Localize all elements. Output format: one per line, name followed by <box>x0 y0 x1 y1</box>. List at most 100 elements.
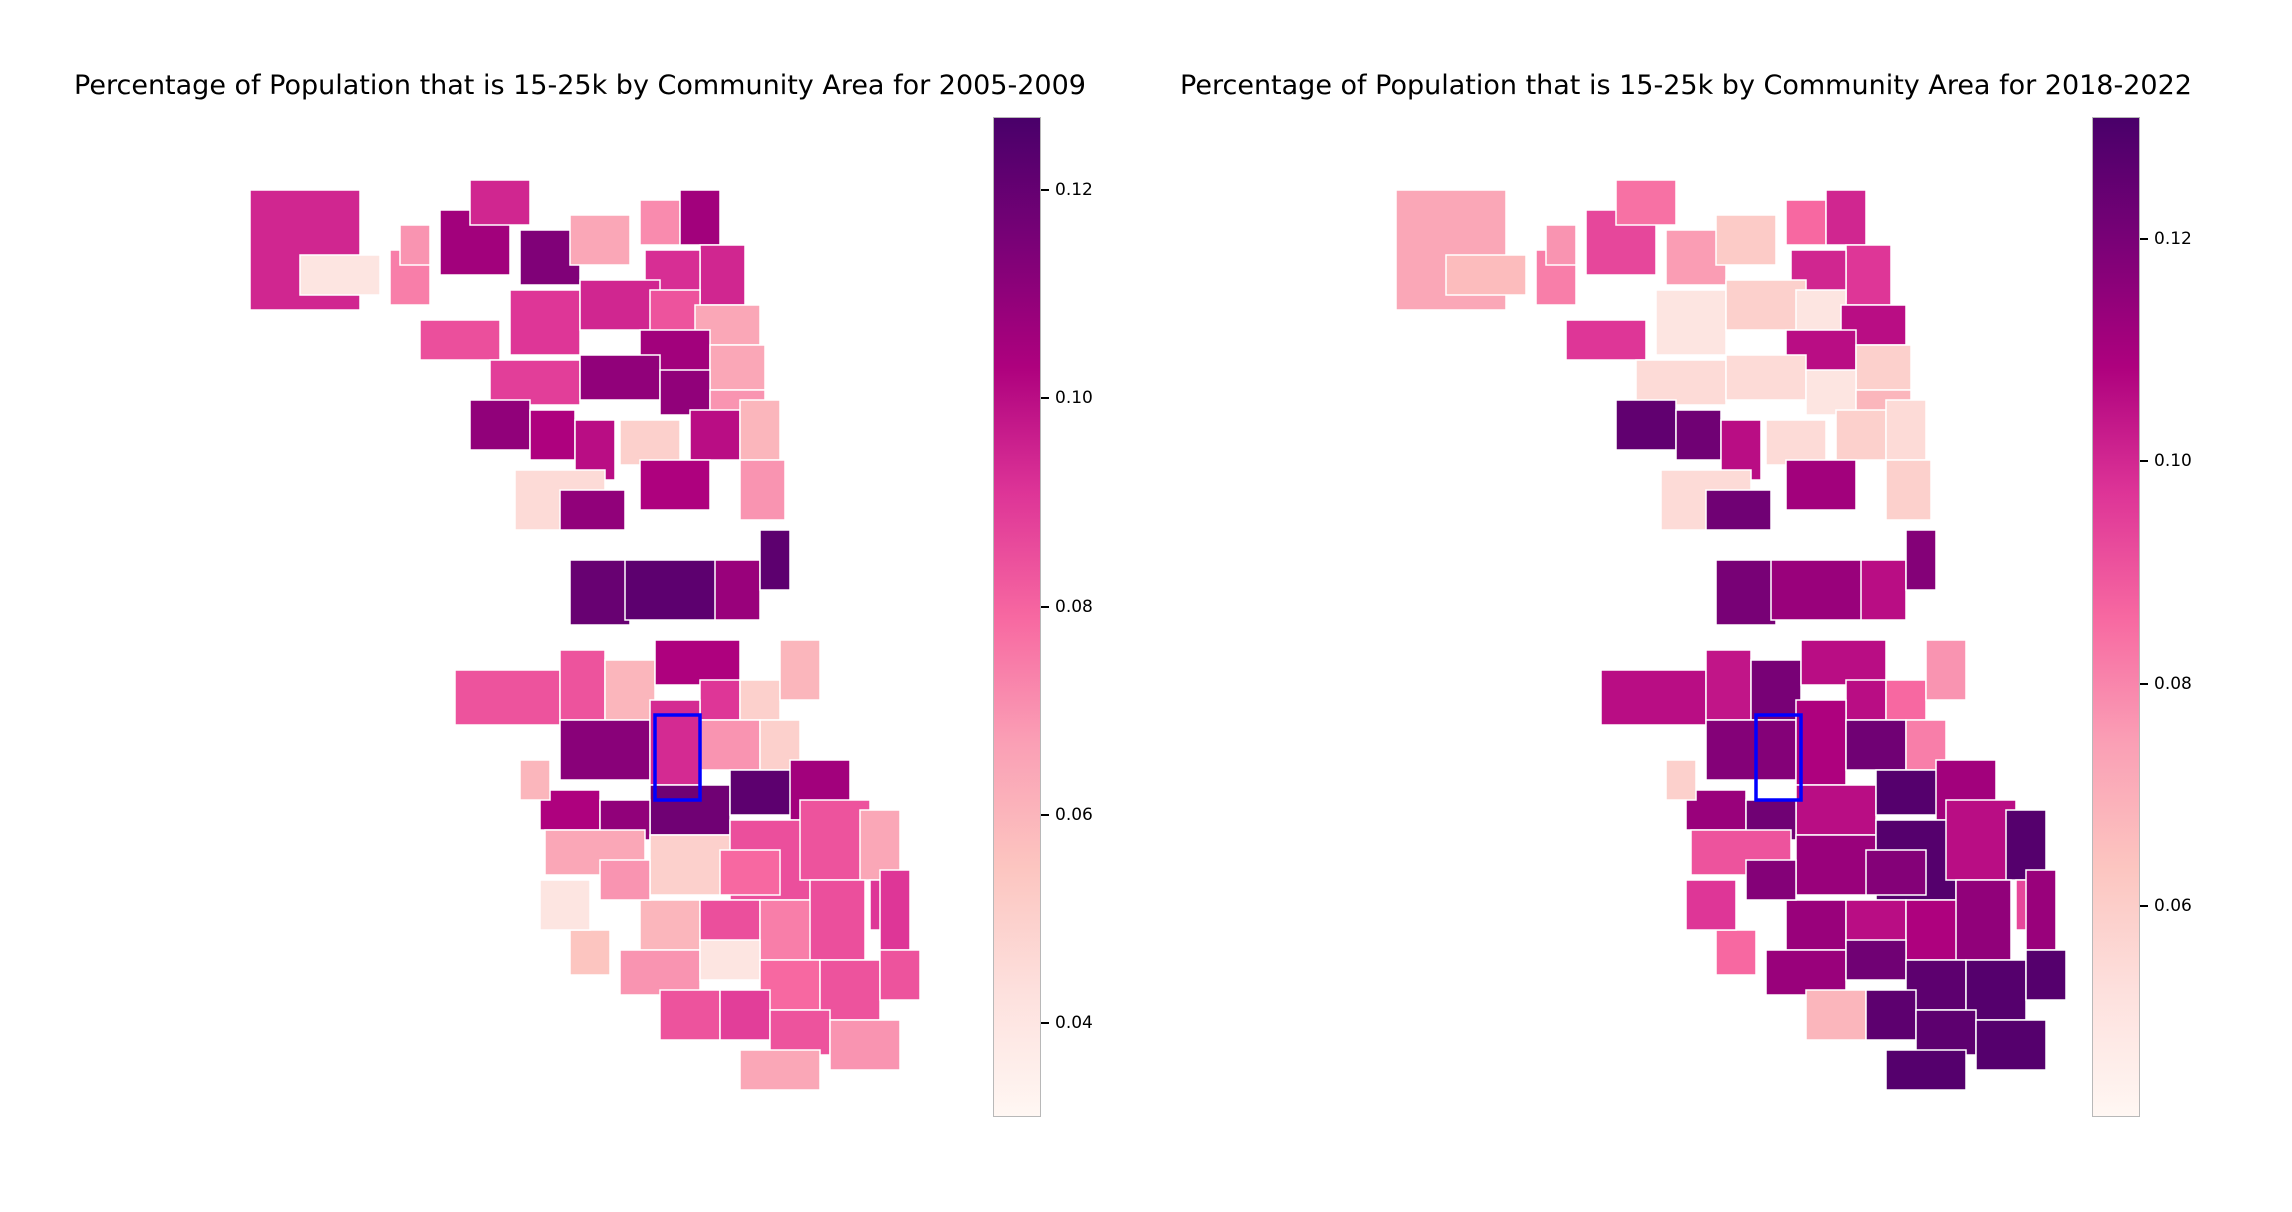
community-area <box>604 659 656 721</box>
community-area <box>519 759 551 801</box>
community-area <box>799 799 871 881</box>
community-area <box>1800 639 1887 686</box>
community-area <box>1615 399 1677 451</box>
highlighted-community-area <box>1754 713 1803 802</box>
colorbar <box>2092 117 2140 1117</box>
community-area <box>1715 929 1757 976</box>
choropleth-map <box>249 179 921 1091</box>
community-area <box>1715 559 1777 626</box>
community-area <box>739 459 786 521</box>
community-area <box>1835 409 1887 461</box>
community-area <box>569 929 611 976</box>
community-area <box>1845 719 1907 771</box>
community-area <box>639 199 681 246</box>
community-area <box>709 344 766 391</box>
community-area <box>579 354 661 401</box>
community-area <box>1655 289 1727 356</box>
community-area <box>619 419 681 466</box>
community-area <box>2025 949 2067 1001</box>
community-area <box>559 649 606 721</box>
community-area <box>1825 189 1867 246</box>
community-area <box>1635 359 1727 406</box>
community-area <box>739 1049 821 1091</box>
community-area <box>654 639 741 686</box>
community-area <box>1765 949 1847 996</box>
community-area <box>1615 179 1677 226</box>
community-area <box>879 949 921 1001</box>
community-area <box>1785 199 1827 246</box>
community-area <box>1770 559 1872 621</box>
community-area <box>1915 1009 1977 1056</box>
community-area <box>1845 679 1887 721</box>
community-area <box>469 399 531 451</box>
community-area <box>759 899 816 961</box>
community-area <box>1795 699 1847 786</box>
community-area <box>599 859 651 901</box>
community-area <box>639 459 711 511</box>
community-area <box>1860 559 1907 621</box>
community-area <box>639 899 701 951</box>
community-area <box>299 254 381 296</box>
choropleth-map <box>1395 179 2067 1091</box>
community-area <box>624 559 726 621</box>
community-area <box>1445 254 1527 296</box>
community-area <box>1705 489 1772 531</box>
community-area <box>1845 899 1907 946</box>
community-area <box>539 879 591 931</box>
community-area <box>729 769 801 816</box>
community-area <box>759 529 791 591</box>
community-area <box>1600 669 1707 726</box>
community-area <box>649 834 731 896</box>
community-area <box>1665 759 1697 801</box>
community-area <box>569 214 631 266</box>
community-area <box>699 244 746 306</box>
community-area <box>2025 869 2057 951</box>
community-area <box>1795 784 1877 836</box>
community-area <box>1925 639 1967 701</box>
map-panel-2018-2022: Percentage of Population that is 15-25k … <box>1146 0 2292 1212</box>
community-area <box>1785 899 1847 951</box>
community-area <box>1805 369 1857 416</box>
community-area <box>1975 1019 2047 1071</box>
community-area <box>1855 344 1912 391</box>
community-area <box>1905 719 1947 771</box>
community-area <box>1765 419 1827 466</box>
community-area <box>1885 1049 1967 1091</box>
community-area <box>1675 409 1722 461</box>
community-area <box>659 369 711 416</box>
community-area <box>879 869 911 951</box>
community-area <box>559 719 651 781</box>
community-area <box>569 559 631 626</box>
community-area <box>1905 529 1937 591</box>
community-area <box>809 879 866 961</box>
community-area <box>1705 719 1797 781</box>
community-area <box>1845 939 1907 981</box>
community-area <box>649 699 701 786</box>
community-area <box>419 319 501 361</box>
community-area <box>1885 459 1932 521</box>
community-area <box>579 279 661 331</box>
community-area <box>1885 679 1927 721</box>
community-area <box>649 784 731 836</box>
community-area <box>829 1019 901 1071</box>
community-area <box>1715 214 1777 266</box>
community-area <box>559 489 626 531</box>
community-area <box>1745 859 1797 901</box>
community-area <box>719 849 781 896</box>
map-title: Percentage of Population that is 15-25k … <box>74 70 1086 101</box>
community-area <box>699 719 761 771</box>
community-area <box>1885 399 1927 461</box>
community-area <box>649 289 701 336</box>
community-area <box>489 359 581 406</box>
map-panel-2005-2009: Percentage of Population that is 15-25k … <box>74 70 1093 1117</box>
community-area <box>1945 799 2017 881</box>
community-area <box>1865 989 1917 1041</box>
community-area <box>1725 354 1807 401</box>
map-title: Percentage of Population that is 15-25k … <box>1180 70 2192 101</box>
community-area <box>1545 224 1577 266</box>
community-area <box>399 224 431 266</box>
community-area <box>779 639 821 701</box>
community-area <box>509 289 581 356</box>
community-area <box>1875 769 1947 816</box>
community-area <box>719 989 771 1041</box>
